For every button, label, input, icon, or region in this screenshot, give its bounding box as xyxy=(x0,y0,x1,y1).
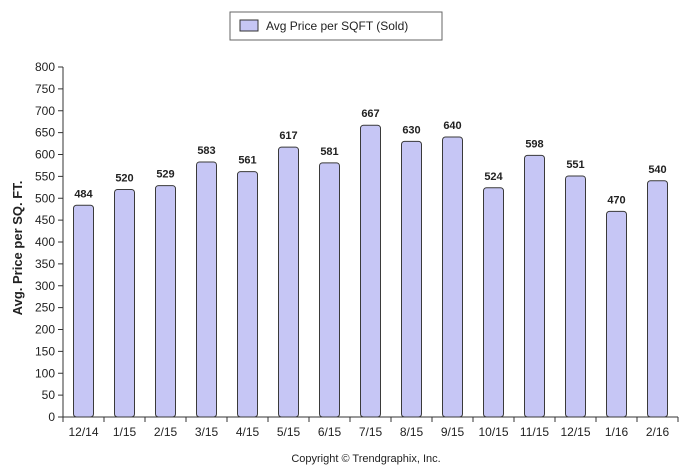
x-tick-label: 3/15 xyxy=(195,425,219,439)
x-tick-label: 12/15 xyxy=(560,425,590,439)
x-tick-label: 2/15 xyxy=(154,425,178,439)
y-tick-label: 750 xyxy=(35,82,55,96)
bar xyxy=(442,136,463,418)
legend-label: Avg Price per SQFT (Sold) xyxy=(266,19,408,33)
y-tick-label: 500 xyxy=(35,191,55,205)
y-tick-label: 100 xyxy=(35,366,55,380)
bar-value-label: 617 xyxy=(279,130,297,142)
y-tick-label: 300 xyxy=(35,279,55,293)
bar-value-label: 581 xyxy=(320,146,338,158)
legend: Avg Price per SQFT (Sold) xyxy=(229,11,443,41)
bar xyxy=(647,180,668,418)
x-tick-label: 4/15 xyxy=(236,425,260,439)
data-labels: 484 520 529 583 561 617 581 667 630 640 524 598 551 4… xyxy=(74,108,666,206)
bar-value-label: 520 xyxy=(115,173,133,185)
bar xyxy=(319,162,340,418)
x-tick-label: 2/16 xyxy=(646,425,670,439)
x-tick-label: 8/15 xyxy=(400,425,424,439)
y-tick-label: 50 xyxy=(42,388,56,402)
y-tick-label: 0 xyxy=(48,410,55,424)
bar-value-label: 529 xyxy=(156,169,174,181)
bar xyxy=(483,187,504,418)
x-tick-label: 1/15 xyxy=(113,425,137,439)
y-tick-label: 350 xyxy=(35,257,55,271)
bar xyxy=(73,204,94,418)
x-tick-label: 5/15 xyxy=(277,425,301,439)
bar xyxy=(114,189,135,418)
legend-box xyxy=(229,11,443,41)
bar-value-label: 540 xyxy=(648,164,666,176)
y-axis-label: Avg. Price per SQ. FT. xyxy=(10,181,25,316)
bars xyxy=(73,124,668,418)
copyright-text: Copyright © Trendgraphix, Inc. xyxy=(291,453,440,465)
x-tick-label: 1/16 xyxy=(605,425,629,439)
y-tick-label: 400 xyxy=(35,235,55,249)
y-tick-label: 250 xyxy=(35,301,55,315)
bar xyxy=(278,146,299,418)
x-tick-label: 12/14 xyxy=(68,425,98,439)
bar xyxy=(401,140,422,418)
bar xyxy=(155,185,176,418)
y-tick-label: 450 xyxy=(35,213,55,227)
x-tick-label: 7/15 xyxy=(359,425,383,439)
bar-value-label: 598 xyxy=(525,138,543,150)
bar-value-label: 583 xyxy=(197,145,215,157)
y-axis: 0 50 100 150 200 250 300 350 400 450 500 550 600 650 7… xyxy=(35,60,64,424)
y-tick-label: 550 xyxy=(35,169,55,183)
x-tick-label: 9/15 xyxy=(441,425,465,439)
y-tick-label: 200 xyxy=(35,323,55,337)
bar xyxy=(196,161,217,418)
x-tick-label: 10/15 xyxy=(478,425,508,439)
bar xyxy=(237,171,258,418)
y-tick-label: 600 xyxy=(35,148,55,162)
bar-value-label: 630 xyxy=(402,124,420,136)
y-tick-label: 650 xyxy=(35,126,55,140)
bar xyxy=(360,124,381,418)
bar-value-label: 524 xyxy=(484,171,503,183)
x-tick-label: 6/15 xyxy=(318,425,342,439)
bar-value-label: 470 xyxy=(607,194,625,206)
bar xyxy=(524,154,545,418)
bar-value-label: 484 xyxy=(74,188,93,200)
bar-value-label: 561 xyxy=(238,155,256,167)
bar-value-label: 640 xyxy=(443,120,461,132)
y-tick-label: 700 xyxy=(35,104,55,118)
bar xyxy=(565,175,586,418)
bar xyxy=(606,210,627,418)
x-tick-label: 11/15 xyxy=(520,425,549,439)
bar-value-label: 551 xyxy=(566,159,584,171)
legend-swatch xyxy=(239,19,259,32)
y-tick-label: 150 xyxy=(35,344,55,358)
y-tick-label: 800 xyxy=(35,60,55,74)
x-axis: 12/14 1/15 2/15 3/15 4/15 5/15 6/15 7/15 8/15 9/1… xyxy=(62,416,679,439)
bar-value-label: 667 xyxy=(361,108,379,120)
